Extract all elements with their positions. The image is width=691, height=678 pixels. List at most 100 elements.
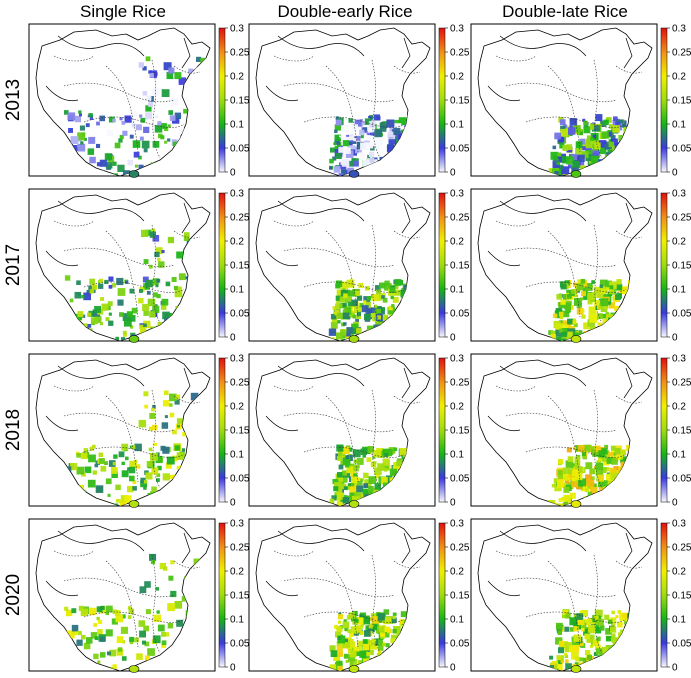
map-svg: 0.3 0.25 0.2 0.15 0.1 0.05 0 <box>248 23 470 179</box>
map-svg: 0.3 0.25 0.2 0.15 0.1 0.05 0 <box>28 353 250 509</box>
colorbar-tick-label: 0.15 <box>672 96 691 107</box>
map-panel-2020-1: 0.3 0.25 0.2 0.15 0.1 0.05 0 <box>248 515 470 675</box>
colorbar-tick-label: 0.05 <box>672 474 691 485</box>
colorbar-tick-label: 0.05 <box>450 474 470 485</box>
colorbar-tick-label: 0.2 <box>230 72 244 83</box>
colorbar-tick-label: 0.15 <box>230 261 250 272</box>
colorbar-tick-label: 0.15 <box>230 96 250 107</box>
column-title-double-early-rice: Double-early Rice <box>277 2 413 21</box>
map-panel-2018-1: 0.3 0.25 0.2 0.15 0.1 0.05 0 <box>248 350 470 510</box>
map-svg: 0.3 0.25 0.2 0.15 0.1 0.05 0 <box>470 518 691 674</box>
colorbar-tick-label: 0.3 <box>230 24 244 35</box>
colorbar-tick-label: 0.1 <box>672 285 686 296</box>
colorbar-tick-label: 0 <box>672 168 678 179</box>
colorbar-tick-label: 0.2 <box>672 567 686 578</box>
colorbar-tick-label: 0.1 <box>450 120 464 131</box>
colorbar-tick-label: 0.25 <box>450 543 470 554</box>
colorbar-tick-label: 0 <box>450 498 456 509</box>
colorbar-tick-label: 0.25 <box>450 378 470 389</box>
colorbar-tick-label: 0.2 <box>672 72 686 83</box>
colorbar-tick-label: 0.2 <box>450 237 464 248</box>
colorbar-tick-label: 0.1 <box>230 615 244 626</box>
colorbar-tick-label: 0.05 <box>230 309 250 320</box>
colorbar-tick-label: 0.15 <box>672 591 691 602</box>
colorbar <box>660 357 668 503</box>
colorbar-tick-label: 0 <box>450 333 456 344</box>
colorbar-tick-label: 0.3 <box>450 519 464 530</box>
colorbar <box>438 357 446 503</box>
colorbar <box>218 192 226 338</box>
colorbar <box>218 27 226 173</box>
map-panel-2017-0: 0.3 0.25 0.2 0.15 0.1 0.05 0 <box>28 185 250 345</box>
colorbar-tick-label: 0.2 <box>230 402 244 413</box>
map-svg: 0.3 0.25 0.2 0.15 0.1 0.05 0 <box>28 188 250 344</box>
map-panel-2020-2: 0.3 0.25 0.2 0.15 0.1 0.05 0 <box>470 515 691 675</box>
colorbar-tick-label: 0.1 <box>672 450 686 461</box>
map-panel-2018-0: 0.3 0.25 0.2 0.15 0.1 0.05 0 <box>28 350 250 510</box>
colorbar <box>218 522 226 668</box>
colorbar-tick-label: 0 <box>450 663 456 674</box>
colorbar-tick-label: 0.3 <box>450 24 464 35</box>
colorbar-tick-label: 0.25 <box>672 48 691 59</box>
colorbar-tick-label: 0.3 <box>672 519 686 530</box>
map-svg: 0.3 0.25 0.2 0.15 0.1 0.05 0 <box>248 353 470 509</box>
map-svg: 0.3 0.25 0.2 0.15 0.1 0.05 0 <box>28 23 250 179</box>
colorbar-tick-label: 0.1 <box>672 615 686 626</box>
colorbar-tick-label: 0 <box>230 333 236 344</box>
colorbar-tick-label: 0.3 <box>672 24 686 35</box>
column-title-double-late-rice: Double-late Rice <box>502 2 628 21</box>
map-panel-2017-1: 0.3 0.25 0.2 0.15 0.1 0.05 0 <box>248 185 470 345</box>
colorbar-tick-label: 0.05 <box>450 639 470 650</box>
colorbar-tick-label: 0.15 <box>450 261 470 272</box>
colorbar-tick-label: 0.25 <box>450 48 470 59</box>
colorbar-tick-label: 0.25 <box>230 48 250 59</box>
map-svg: 0.3 0.25 0.2 0.15 0.1 0.05 0 <box>28 518 250 674</box>
colorbar-tick-label: 0.15 <box>230 426 250 437</box>
colorbar-tick-label: 0.25 <box>450 213 470 224</box>
colorbar-tick-label: 0.3 <box>672 354 686 365</box>
colorbar-tick-label: 0.3 <box>450 189 464 200</box>
row-label-2018: 2018 <box>3 408 24 452</box>
map-content <box>477 192 653 343</box>
map-svg: 0.3 0.25 0.2 0.15 0.1 0.05 0 <box>470 23 691 179</box>
map-svg: 0.3 0.25 0.2 0.15 0.1 0.05 0 <box>470 353 691 509</box>
row-label-2017: 2017 <box>3 243 24 287</box>
colorbar-tick-label: 0.3 <box>230 354 244 365</box>
colorbar-tick-label: 0 <box>672 498 678 509</box>
colorbar-tick-label: 0 <box>672 663 678 674</box>
map-content <box>477 27 653 178</box>
colorbar-tick-label: 0.1 <box>230 450 244 461</box>
row-label-2013: 2013 <box>3 78 24 122</box>
colorbar-tick-label: 0.3 <box>672 189 686 200</box>
colorbar <box>438 522 446 668</box>
country-outline <box>255 27 431 177</box>
colorbar-tick-label: 0.25 <box>230 543 250 554</box>
colorbar-tick-label: 0.2 <box>450 402 464 413</box>
colorbar-tick-label: 0.1 <box>672 120 686 131</box>
colorbar-tick-label: 0.3 <box>230 519 244 530</box>
colorbar-tick-label: 0.1 <box>230 285 244 296</box>
map-panel-2017-2: 0.3 0.25 0.2 0.15 0.1 0.05 0 <box>470 185 691 345</box>
colorbar-tick-label: 0.1 <box>450 615 464 626</box>
colorbar-tick-label: 0.05 <box>230 639 250 650</box>
map-panel-2020-0: 0.3 0.25 0.2 0.15 0.1 0.05 0 <box>28 515 250 675</box>
rice-fraction-layer <box>329 609 416 671</box>
map-panel-2018-2: 0.3 0.25 0.2 0.15 0.1 0.05 0 <box>470 350 691 510</box>
colorbar-tick-label: 0.1 <box>230 120 244 131</box>
colorbar-tick-label: 0.25 <box>230 213 250 224</box>
colorbar-tick-label: 0.05 <box>230 474 250 485</box>
colorbar-tick-label: 0.25 <box>672 543 691 554</box>
colorbar-tick-label: 0.05 <box>672 309 691 320</box>
colorbar-tick-label: 0 <box>450 168 456 179</box>
colorbar-tick-label: 0.25 <box>672 378 691 389</box>
colorbar-tick-label: 0 <box>230 168 236 179</box>
colorbar-tick-label: 0.2 <box>230 237 244 248</box>
colorbar-tick-label: 0.15 <box>450 591 470 602</box>
map-content <box>255 192 431 343</box>
colorbar <box>660 192 668 338</box>
column-title-single-rice: Single Rice <box>80 2 166 21</box>
colorbar-tick-label: 0.3 <box>230 189 244 200</box>
colorbar-tick-label: 0.05 <box>450 144 470 155</box>
colorbar <box>438 27 446 173</box>
map-content <box>255 357 431 508</box>
